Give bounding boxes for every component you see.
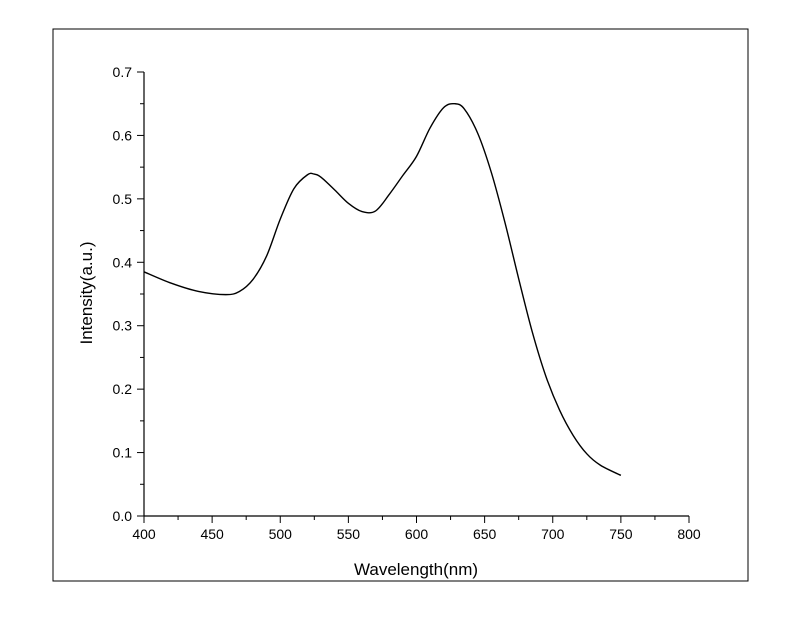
x-tick-label: 500 [269, 526, 293, 542]
x-axis-title: Wavelength(nm) [354, 560, 478, 579]
y-tick-label: 0.4 [113, 254, 133, 270]
y-tick-label: 0.0 [113, 508, 133, 524]
x-tick-label: 600 [405, 526, 429, 542]
series-line [143, 102, 622, 477]
x-tick-label: 750 [609, 526, 633, 542]
x-tick-label: 650 [473, 526, 497, 542]
chart-frame [52, 28, 749, 582]
x-tick-label: 800 [677, 526, 701, 542]
y-axis-title: Intensity(a.u.) [77, 242, 96, 345]
y-tick-label: 0.7 [113, 64, 133, 80]
y-tick-label: 0.2 [113, 381, 133, 397]
x-tick-label: 400 [132, 526, 156, 542]
x-tick-label: 450 [200, 526, 224, 542]
y-tick-label: 0.1 [113, 445, 133, 461]
y-tick-label: 0.3 [113, 318, 133, 334]
x-tick-label: 550 [337, 526, 361, 542]
y-tick-label: 0.5 [113, 191, 133, 207]
x-tick-label: 700 [541, 526, 565, 542]
y-tick-label: 0.6 [113, 127, 133, 143]
